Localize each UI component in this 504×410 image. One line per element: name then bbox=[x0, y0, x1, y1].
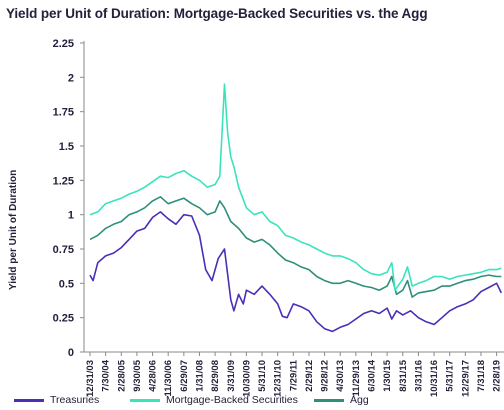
y-tick-label: 1 bbox=[68, 210, 74, 222]
series-lines bbox=[89, 83, 503, 333]
y-tick-label: 0 bbox=[68, 347, 74, 359]
legend-item: Mortgage-Backed Securities bbox=[130, 394, 298, 406]
y-tick-label: 0.25 bbox=[53, 313, 74, 325]
x-tick-label: 9/30/05 bbox=[132, 359, 143, 391]
series-line-agg bbox=[89, 196, 502, 298]
x-tick-label: 8/29/08 bbox=[210, 360, 221, 392]
x-tick-label: 4/30/13 bbox=[335, 360, 346, 392]
x-tick-label: 10/31/16 bbox=[429, 360, 440, 397]
y-tick-label: 2 bbox=[68, 72, 74, 84]
y-tick-label: 0.75 bbox=[53, 244, 74, 256]
x-tick-label: 5/31/17 bbox=[445, 360, 456, 392]
axes bbox=[83, 41, 504, 353]
legend: Treasuries Mortgage-Backed Securities Agg bbox=[0, 394, 504, 410]
legend-label: Agg bbox=[350, 394, 369, 406]
legend-label: Treasuries bbox=[50, 394, 100, 406]
series-line-treasuries bbox=[89, 211, 503, 333]
y-tick-label: 0.5 bbox=[59, 278, 74, 290]
x-tick-label: 5/31/10 bbox=[257, 360, 268, 392]
y-tick-label: 2.25 bbox=[53, 38, 74, 50]
series-line-mortgage-backed-securities bbox=[89, 83, 502, 291]
y-tick-label: 1.75 bbox=[53, 107, 74, 119]
x-tick-label: 6/29/07 bbox=[179, 360, 190, 392]
x-tick-label: 11/30/06 bbox=[163, 360, 174, 396]
chart-title: Yield per Unit of Duration: Mortgage-Bac… bbox=[6, 6, 428, 21]
legend-label: Mortgage-Backed Securities bbox=[166, 394, 298, 406]
x-tick-label: 7/31/18 bbox=[476, 360, 487, 392]
x-tick-label: 1/31/08 bbox=[194, 360, 205, 392]
y-tick-labels: 0 0.25 0.5 0.75 1 1.25 1.5 1.75 2 2.25 bbox=[53, 38, 84, 359]
x-tick-label: 9/28/12 bbox=[320, 360, 331, 392]
x-tick-label: 12/29/17 bbox=[460, 360, 471, 397]
legend-swatch bbox=[14, 398, 44, 402]
x-tick-labels: 12/31/03 7/30/04 2/28/05 9/30/05 4/28/06 11/3… bbox=[85, 352, 503, 397]
x-tick-label: 3/31/16 bbox=[413, 360, 424, 392]
legend-swatch bbox=[130, 398, 160, 402]
x-tick-label: 8/31/15 bbox=[398, 359, 409, 391]
x-tick-label: 4/28/06 bbox=[148, 360, 159, 392]
legend-swatch bbox=[314, 398, 344, 402]
x-tick-label: 2/28/19 bbox=[492, 360, 503, 392]
legend-item: Agg bbox=[314, 394, 369, 406]
y-tick-label: 1.25 bbox=[53, 175, 74, 187]
x-tick-label: 10/30/09 bbox=[241, 360, 252, 397]
y-tick-label: 1.5 bbox=[59, 141, 74, 153]
x-tick-label: 7/29/11 bbox=[288, 359, 299, 391]
x-tick-label: 2/28/05 bbox=[116, 359, 127, 391]
x-tick-label: 12/31/03 bbox=[85, 360, 96, 397]
x-tick-label: 11/29/13 bbox=[351, 360, 362, 396]
x-tick-label: 6/30/14 bbox=[367, 359, 378, 391]
x-tick-label: 12/31/10 bbox=[273, 360, 284, 397]
x-tick-label: 2/29/12 bbox=[304, 360, 315, 392]
x-tick-label: 1/30/15 bbox=[382, 359, 393, 391]
x-tick-label: 7/30/04 bbox=[101, 359, 112, 391]
x-tick-label: 3/31/09 bbox=[226, 360, 237, 392]
legend-item: Treasuries bbox=[14, 394, 99, 406]
